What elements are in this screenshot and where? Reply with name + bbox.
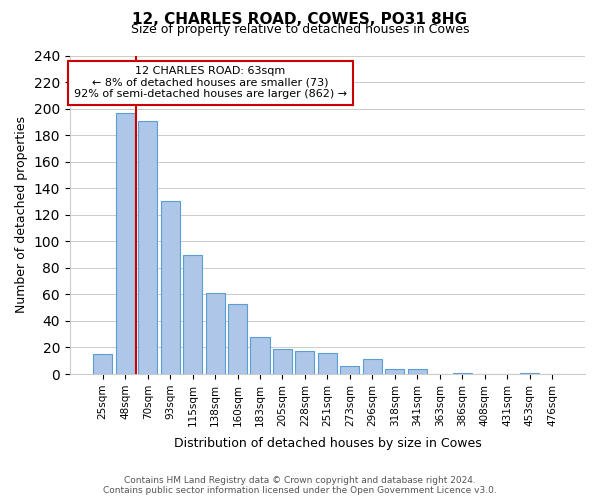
Bar	[161, 202, 179, 374]
Bar	[295, 352, 314, 374]
Bar	[206, 293, 224, 374]
Bar	[273, 349, 292, 374]
Bar	[363, 360, 382, 374]
Y-axis label: Number of detached properties: Number of detached properties	[15, 116, 28, 314]
Bar	[520, 372, 539, 374]
Text: 12, CHARLES ROAD, COWES, PO31 8HG: 12, CHARLES ROAD, COWES, PO31 8HG	[133, 12, 467, 28]
X-axis label: Distribution of detached houses by size in Cowes: Distribution of detached houses by size …	[173, 437, 481, 450]
Bar	[318, 353, 337, 374]
Bar	[93, 354, 112, 374]
Bar	[250, 337, 269, 374]
Text: Size of property relative to detached houses in Cowes: Size of property relative to detached ho…	[131, 22, 469, 36]
Text: 12 CHARLES ROAD: 63sqm
← 8% of detached houses are smaller (73)
92% of semi-deta: 12 CHARLES ROAD: 63sqm ← 8% of detached …	[74, 66, 347, 100]
Bar	[452, 372, 472, 374]
Bar	[183, 254, 202, 374]
Bar	[228, 304, 247, 374]
Text: Contains HM Land Registry data © Crown copyright and database right 2024.
Contai: Contains HM Land Registry data © Crown c…	[103, 476, 497, 495]
Bar	[340, 366, 359, 374]
Bar	[116, 112, 135, 374]
Bar	[385, 368, 404, 374]
Bar	[138, 120, 157, 374]
Bar	[407, 368, 427, 374]
